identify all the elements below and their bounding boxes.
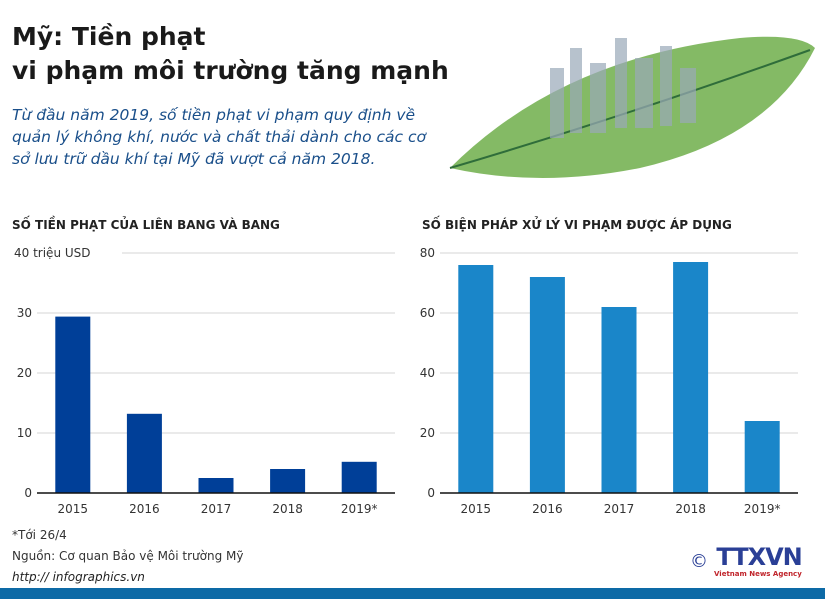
bar-2017 bbox=[198, 478, 234, 493]
bar-2015 bbox=[458, 265, 494, 493]
x-tick-label: 2017 bbox=[604, 502, 635, 516]
charts: 0 10 20 30 40 triệu USD 2015 2016 2017 2018 2019*… bbox=[14, 246, 798, 516]
bar-2019* bbox=[744, 421, 780, 493]
logo-tagline: Vietnam News Agency bbox=[714, 570, 802, 578]
x-tick-label: 2018 bbox=[272, 502, 303, 516]
bar-2019* bbox=[341, 461, 377, 493]
y-tick-label: 10 bbox=[17, 426, 32, 440]
y-tick-label: 40 triệu USD bbox=[14, 246, 91, 260]
x-tick-label: 2016 bbox=[129, 502, 160, 516]
x-tick-label: 2016 bbox=[532, 502, 563, 516]
x-tick-label: 2017 bbox=[201, 502, 232, 516]
y-tick-label: 20 bbox=[17, 366, 32, 380]
title-line-1: Mỹ: Tiền phạt bbox=[12, 22, 206, 51]
title-line-2: vi phạm môi trường tăng mạnh bbox=[12, 56, 449, 85]
y-tick-label: 40 bbox=[420, 366, 435, 380]
y-tick-label: 30 bbox=[17, 306, 32, 320]
source: Nguồn: Cơ quan Bảo vệ Môi trường Mỹ bbox=[12, 549, 244, 563]
subtitle: Từ đầu năm 2019, số tiền phạt vi phạm qu… bbox=[12, 106, 426, 168]
website-link[interactable]: http:// infographics.vn bbox=[12, 570, 145, 584]
chart1-title: SỐ TIỀN PHẠT CỦA LIÊN BANG VÀ BANG bbox=[12, 218, 280, 232]
logo-name: TTXVN bbox=[716, 543, 802, 571]
page-title: Mỹ: Tiền phạt vi phạm môi trường tăng mạn… bbox=[12, 20, 449, 88]
footer-bar bbox=[0, 588, 825, 599]
bar-2016 bbox=[529, 277, 565, 493]
y-tick-label: 20 bbox=[420, 426, 435, 440]
bar-2016 bbox=[126, 413, 162, 493]
footnote: *Tới 26/4 bbox=[12, 528, 67, 542]
bar-2015 bbox=[55, 316, 91, 493]
y-tick-label: 80 bbox=[420, 246, 435, 260]
x-tick-label: 2015 bbox=[461, 502, 492, 516]
y-tick-label: 0 bbox=[427, 486, 435, 500]
y-tick-label: 0 bbox=[24, 486, 32, 500]
leaf-city-illustration bbox=[449, 36, 815, 178]
y-tick-label: 60 bbox=[420, 306, 435, 320]
ttxvn-logo: © TTXVN Vietnam News Agency bbox=[690, 543, 803, 579]
x-tick-label: 2018 bbox=[675, 502, 706, 516]
copyright-icon: © bbox=[690, 550, 708, 572]
x-tick-label: 2019* bbox=[341, 502, 378, 516]
x-tick-label: 2019* bbox=[744, 502, 781, 516]
bar-2017 bbox=[601, 307, 637, 493]
chart2-title: SỐ BIỆN PHÁP XỬ LÝ VI PHẠM ĐƯỢC ÁP DỤNG bbox=[422, 218, 732, 232]
bar-2018 bbox=[673, 262, 709, 493]
bar-2018 bbox=[270, 469, 306, 493]
x-tick-label: 2015 bbox=[58, 502, 89, 516]
